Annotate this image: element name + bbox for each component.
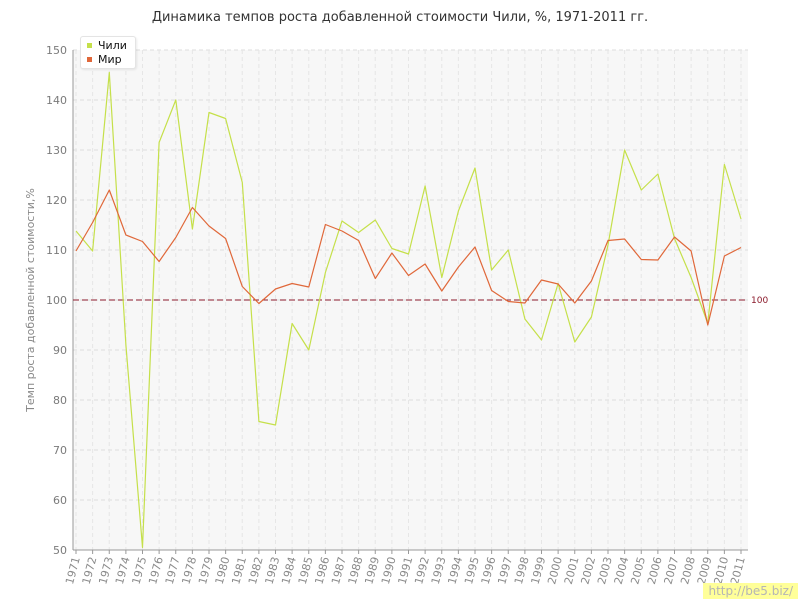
legend-label-world: Мир	[98, 52, 122, 66]
chart-title: Динамика темпов роста добавленной стоимо…	[151, 10, 649, 25]
y-tick-label: 70	[53, 444, 67, 457]
series-line-world	[75, 189, 742, 326]
x-tick-label: 2011	[728, 555, 748, 585]
legend-swatch-world	[87, 56, 92, 62]
y-tick-label: 140	[46, 94, 67, 107]
legend-item-chile[interactable]: Чили	[87, 38, 127, 52]
y-tick-label: 110	[46, 244, 67, 257]
y-tick-label: 50	[53, 544, 67, 557]
watermark-link[interactable]: http://be5.biz/	[703, 583, 798, 599]
y-tick-label: 60	[53, 494, 67, 507]
series-line-chile	[75, 71, 742, 549]
y-tick-label: 80	[53, 394, 67, 407]
y-tick-label: 150	[46, 44, 67, 57]
y-axis-label: Темп роста добавленной стоимости,%	[24, 188, 37, 413]
y-tick-label: 130	[46, 144, 67, 157]
y-tick-label: 120	[46, 194, 67, 207]
y-tick-label: 90	[53, 344, 67, 357]
legend-label-chile: Чили	[98, 38, 127, 52]
reference-line-label: 100	[751, 296, 768, 306]
y-tick-label: 100	[46, 294, 67, 307]
legend-swatch-chile	[87, 42, 92, 48]
legend-item-world[interactable]: Мир	[87, 52, 127, 66]
chart-legend: Чили Мир	[80, 36, 136, 69]
